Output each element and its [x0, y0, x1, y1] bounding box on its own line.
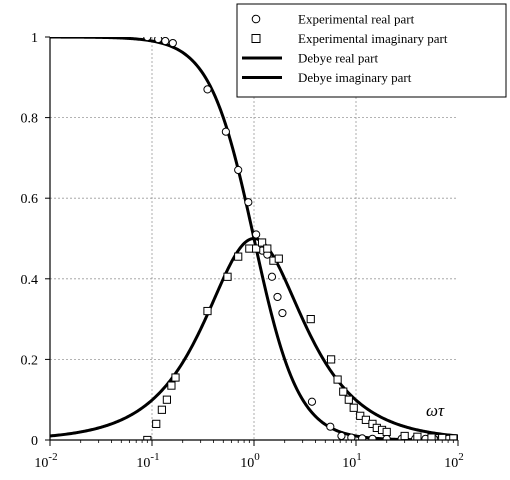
real-part-marker — [307, 397, 317, 406]
y-tick-label: 0.2 — [21, 353, 39, 368]
y-tick-label: 0.8 — [21, 112, 39, 127]
imaginary-part-marker — [223, 272, 232, 281]
imaginary-part-marker — [349, 403, 358, 412]
x-tick-label: 10-2 — [34, 451, 57, 471]
imaginary-part-marker — [449, 434, 458, 440]
y-tick-label: 0 — [31, 434, 38, 449]
imaginary-part-marker — [257, 238, 267, 247]
real-part-marker — [203, 85, 212, 94]
plot-area — [50, 37, 458, 440]
imaginary-part-marker — [438, 433, 447, 440]
real-part-marker — [347, 433, 356, 440]
y-tick-label: 1 — [31, 31, 38, 46]
imaginary-part-marker — [382, 427, 391, 437]
real-part-marker — [244, 198, 253, 207]
real-part-marker — [358, 434, 367, 440]
grid — [50, 37, 458, 440]
imaginary-part-marker — [344, 395, 353, 404]
legend-label: Experimental imaginary part — [298, 31, 448, 46]
imaginary-part-marker — [234, 252, 243, 261]
real-part-marker — [221, 127, 230, 136]
legend-label: Debye imaginary part — [298, 70, 412, 85]
real-part-marker — [326, 422, 335, 431]
legend-label: Experimental real part — [298, 12, 415, 27]
imaginary-part-marker — [171, 373, 180, 382]
imaginary-part-marker — [400, 431, 409, 440]
imaginary-part-marker — [203, 306, 212, 316]
y-tick-label: 0.6 — [21, 192, 39, 207]
real-part-marker — [267, 272, 277, 281]
real-part-marker — [161, 37, 170, 46]
real-part-marker — [143, 37, 152, 42]
real-part-marker — [234, 165, 243, 175]
legend-square-icon — [251, 34, 261, 43]
x-tick-label: 101 — [342, 451, 362, 471]
real-part-marker — [337, 431, 346, 440]
x-tick-label: 10-1 — [136, 451, 159, 471]
tick-labels: 0 0.2 0.4 0.6 0.8 1 10-2 10-1 100 101 102 — [21, 31, 464, 471]
imaginary-part-marker — [167, 381, 176, 390]
imaginary-part-marker — [274, 254, 283, 263]
legend-label: Debye real part — [298, 51, 379, 66]
axes — [45, 36, 459, 446]
real-part-marker — [273, 292, 282, 302]
x-tick-label: 100 — [240, 451, 260, 471]
real-part-marker — [368, 434, 377, 440]
imaginary-part-marker — [152, 419, 161, 428]
imaginary-part-marker — [252, 244, 261, 253]
legend-box — [236, 3, 507, 98]
legend-circle-icon — [251, 14, 261, 24]
imaginary-part-marker — [245, 244, 254, 253]
imaginary-part-marker — [162, 395, 172, 404]
imaginary-part-marker — [413, 432, 422, 440]
debye-imaginary-line — [50, 236, 458, 438]
legend: Experimental real part Experimental imagi… — [236, 3, 507, 98]
real-part-marker — [168, 38, 177, 48]
imaginary-part-marker — [326, 355, 336, 364]
imaginary-part-marker — [263, 244, 272, 253]
y-tick-label: 0.4 — [21, 273, 39, 288]
experimental-markers — [143, 37, 458, 440]
imaginary-part-marker — [333, 375, 342, 384]
real-part-marker — [278, 308, 287, 318]
imaginary-part-marker — [306, 315, 315, 324]
x-tick-label: 102 — [444, 451, 464, 471]
real-part-marker — [252, 230, 261, 239]
imaginary-part-marker — [157, 405, 166, 414]
x-axis-label: ωτ — [426, 401, 445, 420]
imaginary-part-marker — [427, 433, 436, 440]
imaginary-part-marker — [339, 387, 348, 396]
